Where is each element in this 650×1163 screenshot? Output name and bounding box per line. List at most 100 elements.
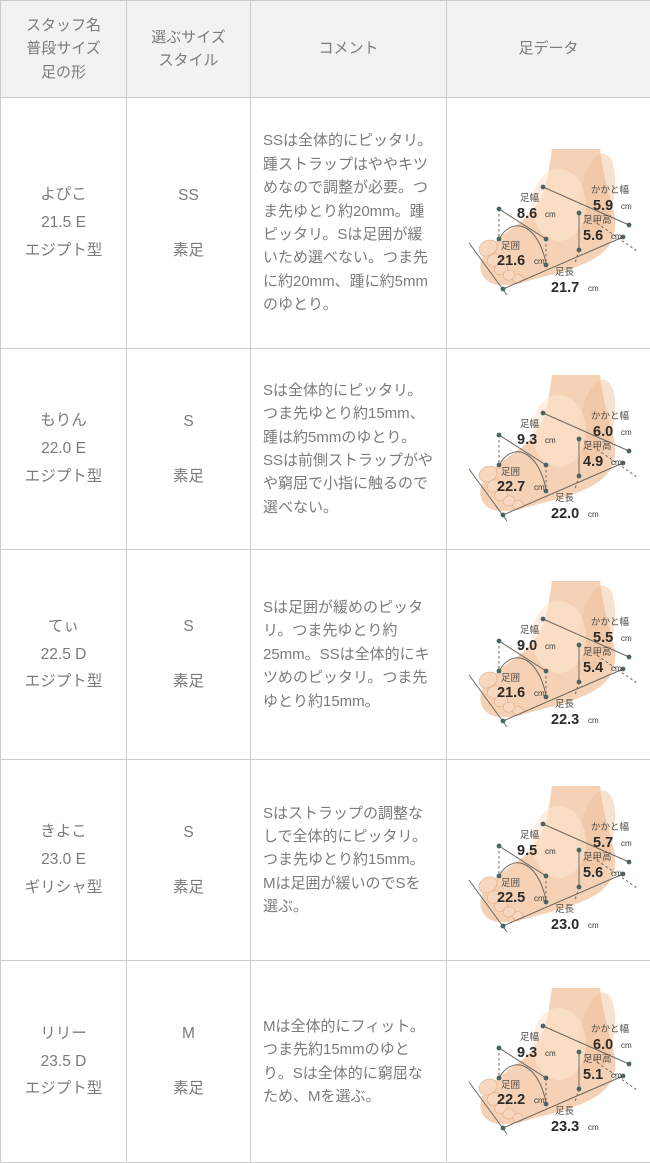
staff-cell: もりん 22.0 E エジプト型 [1,349,127,550]
foot-length-value: 23.0 [551,917,579,933]
heel-width-value: 5.7 [593,835,613,851]
size-choice-cell: S 素足 [127,550,251,760]
foot-length-value: 22.3 [551,712,579,728]
comment-cell: Sはストラップの調整なしで全体的にピッタリ。つま先ゆとり約15mm。Mは足囲が緩… [251,760,447,961]
staff-cell: よぴこ 21.5 E エジプト型 [1,98,127,349]
staff-name: もりん [2,407,125,435]
staff-name: きよこ [2,818,125,846]
foot-length-label: 足長 [555,493,575,504]
unit-cm: cm [534,689,545,698]
usual-size: 22.5 D [2,641,125,669]
table-row: よぴこ 21.5 E エジプト型 SS 素足 SSは全体的にピッタリ。踵ストラッ… [1,98,650,349]
chosen-size: M [128,1020,249,1048]
size-choice-cell: M 素足 [127,961,251,1163]
unit-cm: cm [545,1049,556,1058]
foot-measurement-diagram: 足幅 8.6 cm かかと幅 5.9 cm 足甲高 5.6 cm 足囲 21.6… [447,123,650,323]
unit-cm: cm [534,483,545,492]
fit-style: 素足 [128,237,249,265]
unit-cm: cm [588,716,599,725]
unit-cm: cm [611,1071,622,1080]
instep-height-value: 5.1 [583,1067,603,1083]
foot-data-cell: 足幅 9.0 cm かかと幅 5.5 cm 足甲高 5.4 cm 足囲 21.6… [447,550,650,760]
unit-cm: cm [621,202,632,211]
foot-girth-value: 22.7 [497,479,525,495]
unit-cm: cm [621,1041,632,1050]
foot-girth-value: 22.2 [497,1092,525,1108]
header-row: スタッフ名 普段サイズ 足の形 選ぶサイズ スタイル コメント 足データ [1,1,650,98]
instep-height-label: 足甲高 [583,1053,612,1065]
usual-size: 22.0 E [2,435,125,463]
instep-height-value: 5.6 [583,228,603,244]
foot-width-label: 足幅 [520,418,540,430]
unit-cm: cm [611,458,622,467]
instep-height-label: 足甲高 [583,851,612,863]
heel-width-value: 5.9 [593,198,613,214]
chosen-size: S [128,613,249,641]
unit-cm: cm [588,921,599,930]
heel-width-label: かかと幅 [591,410,630,422]
fit-style: 素足 [128,874,249,902]
instep-height-value: 4.9 [583,454,603,470]
instep-height-label: 足甲高 [583,440,612,452]
staff-cell: リリー 23.5 D エジプト型 [1,961,127,1163]
unit-cm: cm [534,894,545,903]
foot-width-value: 9.3 [517,1045,537,1061]
unit-cm: cm [611,664,622,673]
fit-style: 素足 [128,1075,249,1103]
heel-width-label: かかと幅 [591,1023,630,1035]
foot-length-value: 23.3 [551,1119,579,1135]
foot-shape: エジプト型 [2,237,125,265]
unit-cm: cm [534,1096,545,1105]
usual-size: 21.5 E [2,209,125,237]
heel-width-label: かかと幅 [591,616,630,628]
unit-cm: cm [611,869,622,878]
heel-width-value: 6.0 [593,1037,613,1053]
instep-height-label: 足甲高 [583,214,612,226]
chosen-size: S [128,408,249,436]
foot-girth-label: 足囲 [501,878,520,889]
header-size-style: 選ぶサイズ スタイル [127,1,251,98]
heel-width-value: 5.5 [593,630,613,646]
unit-cm: cm [545,642,556,651]
staff-cell: きよこ 23.0 E ギリシャ型 [1,760,127,961]
unit-cm: cm [545,436,556,445]
header-comment: コメント [251,1,447,98]
comment-cell: Sは足囲が緩めのピッタリ。つま先ゆとり約25mm。SSは全体的にキツめのピッタリ… [251,550,447,760]
size-choice-cell: S 素足 [127,760,251,961]
foot-girth-value: 21.6 [497,253,525,269]
foot-width-label: 足幅 [520,1031,540,1043]
table-row: リリー 23.5 D エジプト型 M 素足 Mは全体的にフィット。つま先約15m… [1,961,650,1163]
unit-cm: cm [621,839,632,848]
foot-width-value: 9.5 [517,843,537,859]
foot-girth-value: 22.5 [497,890,525,906]
usual-size: 23.5 D [2,1048,125,1076]
chosen-size: SS [128,182,249,210]
staff-name: リリー [2,1020,125,1048]
fit-style: 素足 [128,668,249,696]
foot-girth-label: 足囲 [501,241,520,252]
header-foot-data: 足データ [447,1,650,98]
unit-cm: cm [588,510,599,519]
foot-measurement-diagram: 足幅 9.3 cm かかと幅 6.0 cm 足甲高 4.9 cm 足囲 22.7… [447,349,650,549]
foot-measurement-diagram: 足幅 9.5 cm かかと幅 5.7 cm 足甲高 5.6 cm 足囲 22.5… [447,760,650,960]
header-staff: スタッフ名 普段サイズ 足の形 [1,1,127,98]
foot-width-value: 8.6 [517,206,537,222]
foot-shape: エジプト型 [2,668,125,696]
foot-length-label: 足長 [555,1106,575,1117]
foot-width-value: 9.0 [517,638,537,654]
table-row: きよこ 23.0 E ギリシャ型 S 素足 Sはストラップの調整なしで全体的にピ… [1,760,650,961]
foot-shape: エジプト型 [2,1075,125,1103]
heel-width-label: かかと幅 [591,184,630,196]
table-row: てぃ 22.5 D エジプト型 S 素足 Sは足囲が緩めのピッタリ。つま先ゆとり… [1,550,650,760]
size-choice-cell: SS 素足 [127,98,251,349]
foot-data-cell: 足幅 9.3 cm かかと幅 6.0 cm 足甲高 4.9 cm 足囲 22.7… [447,349,650,550]
foot-girth-value: 21.6 [497,685,525,701]
fit-style: 素足 [128,463,249,491]
staff-name: てぃ [2,613,125,641]
unit-cm: cm [588,284,599,293]
foot-length-label: 足長 [555,904,575,915]
unit-cm: cm [545,210,556,219]
instep-height-value: 5.4 [583,660,603,676]
foot-girth-label: 足囲 [501,673,520,684]
